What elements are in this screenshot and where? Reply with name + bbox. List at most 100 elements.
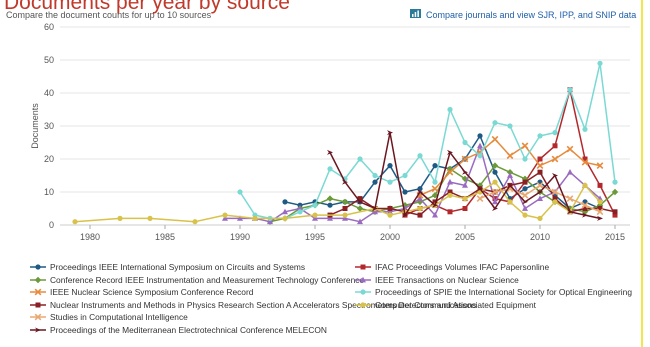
data-point bbox=[447, 189, 453, 195]
legend-label: Studies in Computational Intelligence bbox=[50, 312, 188, 322]
legend-marker bbox=[34, 313, 42, 321]
legend-item[interactable]: Studies in Computational Intelligence bbox=[30, 311, 188, 324]
data-point bbox=[462, 206, 468, 211]
data-point bbox=[582, 212, 588, 218]
data-point bbox=[492, 196, 498, 202]
legend-marker bbox=[360, 302, 366, 308]
data-point bbox=[297, 202, 303, 208]
data-point bbox=[552, 196, 558, 202]
legend-swatch bbox=[355, 302, 371, 308]
legend-label: IEEE Nuclear Science Symposium Conferenc… bbox=[50, 287, 254, 297]
data-point bbox=[536, 182, 544, 189]
data-point bbox=[372, 179, 378, 185]
legend-label: IFAC Proceedings Volumes IFAC Papersonli… bbox=[375, 262, 550, 272]
legend-label: IEEE Transactions on Nuclear Science bbox=[375, 274, 519, 285]
legend-item[interactable]: IEEE Nuclear Science Symposium Conferenc… bbox=[30, 286, 253, 299]
data-point bbox=[597, 206, 603, 211]
data-point bbox=[282, 215, 288, 221]
compare-journals-link[interactable]: Compare journals and view SJR, IPP, and … bbox=[410, 9, 636, 20]
data-point bbox=[342, 179, 348, 185]
data-point bbox=[372, 172, 378, 179]
data-point bbox=[447, 106, 453, 113]
data-point bbox=[522, 156, 528, 162]
legend-item[interactable]: Computer Communications bbox=[355, 299, 476, 312]
x-tick-label: 1990 bbox=[230, 232, 250, 242]
legend-item[interactable]: Conference Record IEEE Instrumentation a… bbox=[30, 274, 364, 287]
data-point bbox=[522, 179, 528, 185]
data-point bbox=[582, 156, 588, 162]
legend-marker bbox=[360, 289, 366, 295]
documents-line-chart: 0 10 20 30 40 50 60 1980 1985 1990 1995 2000 2005 201… bbox=[30, 22, 630, 242]
legend-item[interactable]: Nuclear Instruments and Methods in Physi… bbox=[30, 299, 536, 312]
data-point bbox=[521, 142, 529, 150]
data-point bbox=[417, 205, 423, 212]
legend-marker bbox=[360, 276, 366, 283]
data-point bbox=[237, 189, 243, 195]
legend-swatch bbox=[30, 288, 46, 296]
legend-swatch bbox=[30, 313, 46, 321]
data-point bbox=[402, 172, 408, 179]
data-point bbox=[612, 179, 618, 185]
data-point bbox=[596, 162, 604, 169]
data-point bbox=[582, 182, 588, 188]
data-point bbox=[447, 178, 453, 185]
series-line bbox=[239, 62, 616, 220]
data-point bbox=[536, 162, 544, 169]
data-point bbox=[312, 215, 318, 221]
x-tick-label: 2015 bbox=[605, 232, 625, 242]
data-point bbox=[312, 212, 318, 218]
data-point bbox=[507, 199, 513, 205]
data-point bbox=[402, 189, 408, 195]
data-point bbox=[597, 60, 603, 66]
page-subtitle: Compare the document counts for up to 10… bbox=[6, 10, 212, 20]
data-point bbox=[476, 195, 484, 202]
data-point bbox=[462, 169, 468, 175]
data-point bbox=[477, 133, 483, 139]
legend-item[interactable]: IEEE Transactions on Nuclear Science bbox=[355, 274, 519, 287]
data-point bbox=[387, 212, 393, 218]
legend-label: Proceedings of the Mediterranean Electro… bbox=[50, 324, 327, 335]
data-point bbox=[222, 212, 228, 218]
legend-item[interactable]: IFAC Proceedings Volumes IFAC Papersonli… bbox=[355, 261, 549, 274]
data-point bbox=[417, 212, 423, 218]
data-point bbox=[417, 189, 423, 195]
legend-label: Nuclear Instruments and Methods in Physi… bbox=[50, 299, 536, 310]
data-point bbox=[356, 205, 364, 212]
data-point bbox=[327, 202, 333, 208]
legend-label: Proceedings IEEE International Symposium… bbox=[50, 262, 306, 272]
data-point bbox=[537, 169, 543, 175]
legend-marker bbox=[34, 288, 42, 296]
data-point bbox=[552, 199, 558, 205]
data-point bbox=[432, 211, 438, 218]
data-point bbox=[522, 205, 528, 211]
legend-item[interactable]: Proceedings of SPIE the International So… bbox=[355, 286, 632, 299]
data-point bbox=[612, 209, 618, 215]
data-point bbox=[567, 209, 573, 215]
x-tick-label: 1985 bbox=[155, 232, 175, 242]
data-point bbox=[582, 126, 588, 132]
legend-swatch bbox=[355, 264, 371, 270]
data-point bbox=[506, 152, 514, 160]
data-point bbox=[477, 153, 483, 159]
data-point bbox=[461, 155, 469, 163]
data-point bbox=[552, 173, 558, 178]
data-point bbox=[596, 208, 604, 216]
legend-swatch bbox=[30, 327, 46, 333]
data-point bbox=[387, 130, 393, 136]
compare-link-label: Compare journals and view SJR, IPP, and … bbox=[426, 9, 637, 20]
data-point bbox=[192, 219, 198, 225]
x-tick-label: 2005 bbox=[455, 232, 475, 242]
data-point bbox=[597, 182, 603, 188]
data-point bbox=[462, 196, 468, 202]
data-point bbox=[417, 195, 423, 201]
data-point bbox=[432, 199, 438, 205]
data-point bbox=[567, 169, 573, 175]
y-tick-label: 0 bbox=[49, 220, 54, 230]
legend-item[interactable]: Proceedings IEEE International Symposium… bbox=[30, 261, 305, 274]
page-title: Documents per year by source bbox=[4, 0, 290, 14]
legend-item[interactable]: Proceedings of the Mediterranean Electro… bbox=[30, 324, 327, 337]
data-point bbox=[312, 202, 318, 208]
legend-swatch bbox=[355, 289, 371, 295]
data-point bbox=[477, 142, 483, 149]
data-point bbox=[447, 149, 453, 155]
